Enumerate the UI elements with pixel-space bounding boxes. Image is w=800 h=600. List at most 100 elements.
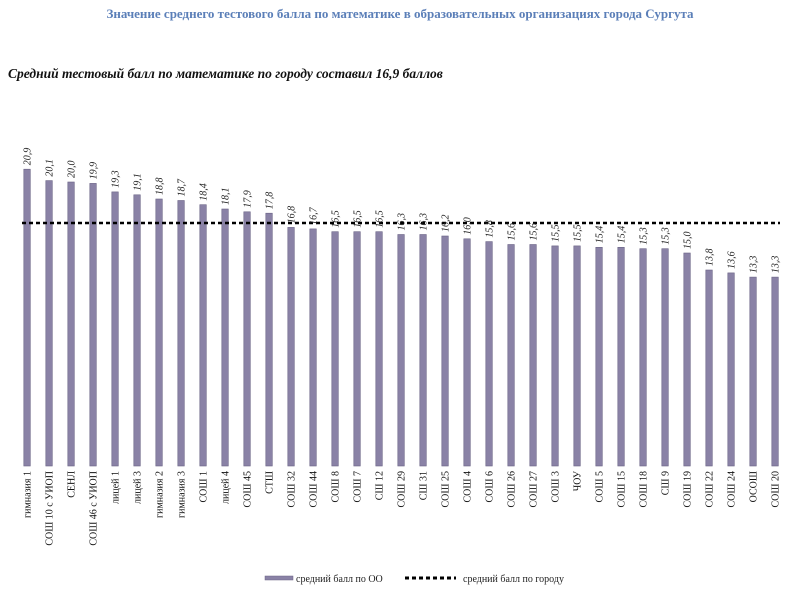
bar — [617, 247, 625, 467]
bar — [551, 245, 559, 467]
data-label: 18,4 — [199, 183, 210, 201]
data-label: 20,9 — [23, 148, 34, 166]
bar — [463, 238, 471, 467]
data-label: 13,8 — [705, 249, 716, 267]
data-labels-layer: 20,9 20,1 20,0 19,9 19,3 19,1 18,8 18,7 18,4 18,1… — [23, 148, 782, 273]
legend-label-city-line: средний балл по городу — [463, 574, 564, 585]
data-label: 16,3 — [397, 213, 408, 231]
bar — [309, 228, 317, 467]
bar — [485, 241, 493, 467]
x-tick-label: СЕНЛ — [67, 471, 78, 498]
bar — [287, 227, 295, 467]
x-tick-label: СОШ 6 — [485, 471, 496, 502]
bar — [661, 248, 669, 467]
data-label: 15,3 — [661, 227, 672, 245]
legend-label-bar: средний балл по ОО — [296, 574, 383, 585]
bar — [771, 276, 779, 467]
data-label: 15,6 — [529, 223, 540, 241]
x-tick-label: СОШ 32 — [287, 471, 298, 507]
x-tick-label: СОШ 46 с УИОП — [89, 471, 100, 546]
x-tick-label: СОШ 44 — [309, 471, 320, 507]
data-label: 15,3 — [639, 227, 650, 245]
data-label: 15,5 — [573, 224, 584, 242]
data-label: 13,3 — [749, 256, 760, 274]
x-tick-label: СОШ 24 — [727, 471, 738, 507]
bar — [243, 211, 251, 467]
bar — [353, 231, 361, 467]
x-tick-label: СОШ 8 — [331, 471, 342, 502]
bar — [111, 191, 119, 467]
data-label: 13,6 — [727, 251, 738, 269]
bar — [397, 234, 405, 467]
bar — [89, 183, 97, 467]
x-tick-label: СОШ 7 — [353, 471, 364, 502]
x-tick-label: гимназия 2 — [155, 471, 166, 518]
data-label: 18,7 — [177, 178, 188, 197]
x-tick-label: СОШ 5 — [595, 471, 606, 502]
x-tick-label: СОШ 29 — [397, 471, 408, 507]
x-tick-label: СОШ 18 — [639, 471, 650, 507]
bar — [133, 194, 141, 467]
x-tick-label: гимназия 3 — [177, 471, 188, 518]
bar — [67, 181, 75, 467]
data-label: 16,5 — [375, 210, 386, 228]
bar — [265, 212, 273, 467]
x-tick-label: СШ 31 — [419, 471, 430, 500]
bars-layer — [23, 168, 779, 467]
bar — [155, 198, 163, 467]
x-tick-label: СОШ 1 — [199, 471, 210, 502]
data-label: 17,9 — [243, 190, 254, 208]
data-label: 16,5 — [353, 210, 364, 228]
bar — [639, 248, 647, 467]
x-tick-label: СОШ 10 с УИОП — [45, 471, 56, 546]
x-tick-label: СШ 12 — [375, 471, 386, 500]
bar — [23, 168, 31, 467]
x-tick-label: лицей 1 — [111, 471, 122, 504]
data-label: 16,8 — [287, 206, 298, 224]
x-tick-label: лицей 4 — [221, 471, 232, 504]
page-title: Значение среднего тестового балла по мат… — [106, 6, 694, 21]
data-label: 16,5 — [331, 210, 342, 228]
x-tick-label: СОШ 15 — [617, 471, 628, 507]
x-tick-label: СТШ — [265, 471, 276, 494]
bar — [749, 276, 757, 467]
x-tick-label: СОШ 19 — [683, 471, 694, 507]
legend: средний балл по ОО средний балл по город… — [264, 574, 564, 585]
data-label: 13,3 — [771, 256, 782, 274]
data-label: 20,0 — [67, 161, 78, 179]
data-label: 15,6 — [507, 223, 518, 241]
data-label: 18,1 — [221, 188, 232, 206]
data-label: 18,8 — [155, 178, 166, 196]
x-tick-labels-layer: гимназия 1 СОШ 10 с УИОП СЕНЛ СОШ 46 с УИОП… — [23, 470, 782, 546]
legend-swatch-bar — [264, 575, 294, 581]
bar — [727, 272, 735, 467]
data-label: 19,9 — [89, 162, 100, 180]
bar — [529, 244, 537, 467]
data-label: 15,5 — [551, 224, 562, 242]
data-label: 15,8 — [485, 220, 496, 238]
bar — [177, 200, 185, 467]
bar — [683, 252, 691, 467]
bar — [507, 244, 515, 467]
bar — [221, 208, 229, 467]
x-tick-label: СОШ 4 — [463, 471, 474, 502]
x-tick-label: СОШ 25 — [441, 471, 452, 507]
x-tick-label: СОШ 27 — [529, 471, 540, 507]
data-label: 16,7 — [309, 206, 320, 225]
bar — [441, 235, 449, 467]
x-tick-label: СОШ 45 — [243, 471, 254, 507]
x-tick-label: СОШ 3 — [551, 471, 562, 502]
data-label: 19,1 — [133, 173, 144, 191]
x-tick-label: ЧОУ — [573, 470, 584, 491]
bar — [331, 231, 339, 467]
data-label: 17,8 — [265, 192, 276, 210]
bar — [419, 234, 427, 467]
x-tick-label: лицей 3 — [133, 471, 144, 504]
data-label: 15,0 — [683, 232, 694, 250]
x-tick-label: СОШ 26 — [507, 471, 518, 507]
x-tick-label: гимназия 1 — [23, 471, 34, 518]
bar — [705, 269, 713, 467]
data-label: 16,0 — [463, 217, 474, 235]
data-label: 15,4 — [617, 226, 628, 244]
x-tick-label: СОШ 20 — [771, 471, 782, 507]
